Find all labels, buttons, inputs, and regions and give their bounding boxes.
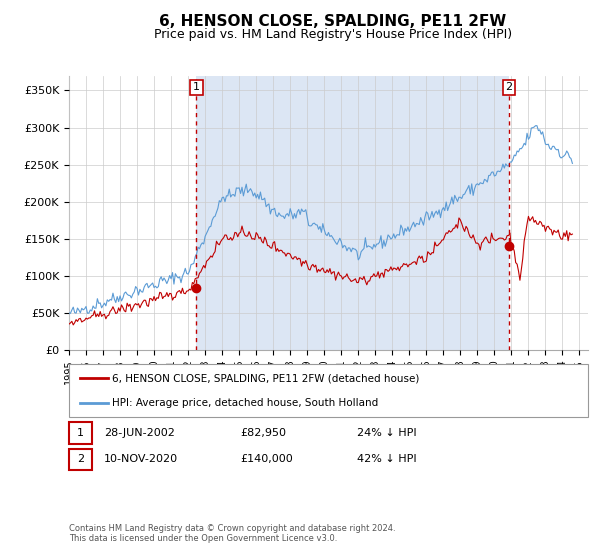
Text: £82,950: £82,950 [240,428,286,438]
Text: 28-JUN-2002: 28-JUN-2002 [104,428,175,438]
Text: Price paid vs. HM Land Registry's House Price Index (HPI): Price paid vs. HM Land Registry's House … [154,28,512,41]
Text: 42% ↓ HPI: 42% ↓ HPI [357,454,416,464]
Text: 10-NOV-2020: 10-NOV-2020 [104,454,178,464]
Text: HPI: Average price, detached house, South Holland: HPI: Average price, detached house, Sout… [112,398,379,408]
Text: 6, HENSON CLOSE, SPALDING, PE11 2FW (detached house): 6, HENSON CLOSE, SPALDING, PE11 2FW (det… [112,374,419,384]
Text: 2: 2 [505,82,512,92]
Text: 2: 2 [77,454,84,464]
Text: 24% ↓ HPI: 24% ↓ HPI [357,428,416,438]
Text: Contains HM Land Registry data © Crown copyright and database right 2024.
This d: Contains HM Land Registry data © Crown c… [69,524,395,543]
Text: 1: 1 [77,428,84,438]
Text: 6, HENSON CLOSE, SPALDING, PE11 2FW: 6, HENSON CLOSE, SPALDING, PE11 2FW [160,14,506,29]
Bar [196,76,509,350]
Text: £140,000: £140,000 [240,454,293,464]
Text: 1: 1 [193,82,200,92]
